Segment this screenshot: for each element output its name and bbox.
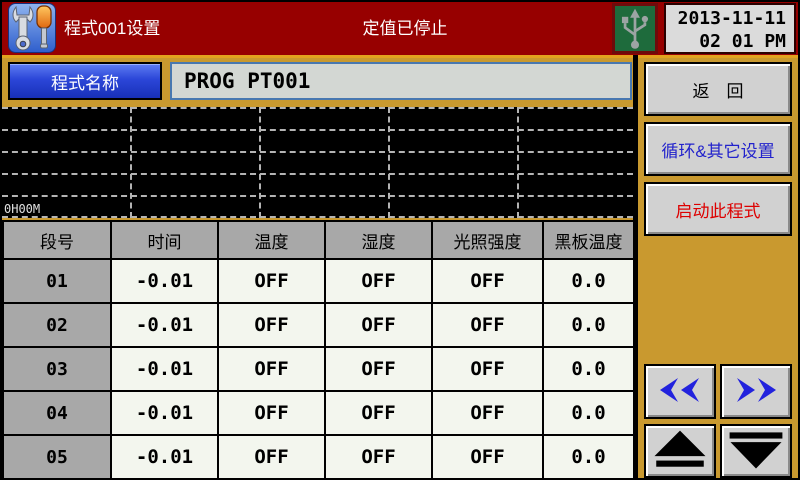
grid-vline	[130, 107, 132, 218]
triangle-down-icon	[724, 428, 788, 475]
grid-hline	[2, 173, 633, 175]
sidebar: 返 回 循环&其它设置 启动此程式	[638, 55, 798, 478]
scroll-up-button[interactable]	[644, 424, 716, 478]
temperature-cell[interactable]: OFF	[217, 258, 326, 304]
column-header-time: 时间	[110, 220, 219, 260]
cycle-settings-button[interactable]: 循环&其它设置	[644, 122, 792, 176]
step-number-cell: 02	[2, 302, 112, 348]
prev-page-button[interactable]	[644, 364, 716, 419]
time-cell[interactable]: -0.01	[110, 258, 219, 304]
time-cell[interactable]: -0.01	[110, 390, 219, 436]
grid-vline	[388, 107, 390, 218]
column-header-light-intensity: 光照强度	[431, 220, 544, 260]
status-text: 定值已停止	[362, 19, 448, 38]
table-row: 05 -0.01 OFF OFF OFF 0.0	[2, 434, 635, 478]
time-text: 02 01 PM	[699, 31, 786, 52]
humidity-cell[interactable]: OFF	[324, 390, 433, 436]
temperature-cell[interactable]: OFF	[217, 434, 326, 478]
double-chevron-left-icon	[657, 376, 703, 407]
grid-vline	[517, 107, 519, 218]
grid-hline	[2, 216, 633, 218]
back-button[interactable]: 返 回	[644, 62, 792, 116]
table-row: 04 -0.01 OFF OFF OFF 0.0	[2, 390, 635, 436]
step-number-cell: 05	[2, 434, 112, 478]
blackboard-temp-cell[interactable]: 0.0	[542, 434, 635, 478]
grid-vline	[259, 107, 261, 218]
table-row: 01 -0.01 OFF OFF OFF 0.0	[2, 258, 635, 304]
light-intensity-cell[interactable]: OFF	[431, 258, 544, 304]
grid-hline	[2, 129, 633, 131]
profile-chart: 0H00M	[2, 107, 633, 218]
table-row: 03 -0.01 OFF OFF OFF 0.0	[2, 346, 635, 392]
program-name-button[interactable]: 程式名称	[8, 62, 162, 100]
table-row: 02 -0.01 OFF OFF OFF 0.0	[2, 302, 635, 348]
triangle-up-icon	[648, 428, 712, 475]
top-bar: 程式001设置 定值已停止 2013-11-11 02 01 PM	[2, 2, 798, 55]
time-cell[interactable]: -0.01	[110, 434, 219, 478]
grid-hline	[2, 195, 633, 197]
column-header-step-no: 段号	[2, 220, 112, 260]
column-header-temperature: 温度	[217, 220, 326, 260]
topbar-accent-strip	[2, 55, 798, 58]
time-cell[interactable]: -0.01	[110, 302, 219, 348]
light-intensity-cell[interactable]: OFF	[431, 346, 544, 392]
grid-hline	[2, 151, 633, 153]
time-cell[interactable]: -0.01	[110, 346, 219, 392]
humidity-cell[interactable]: OFF	[324, 258, 433, 304]
double-chevron-right-icon	[733, 376, 779, 407]
light-intensity-cell[interactable]: OFF	[431, 434, 544, 478]
table-header-row: 段号 时间 温度 湿度 光照强度 黑板温度	[2, 220, 635, 260]
blackboard-temp-cell[interactable]: 0.0	[542, 390, 635, 436]
temperature-cell[interactable]: OFF	[217, 302, 326, 348]
datetime-display: 2013-11-11 02 01 PM	[664, 3, 796, 54]
light-intensity-cell[interactable]: OFF	[431, 302, 544, 348]
step-number-cell: 04	[2, 390, 112, 436]
step-number-cell: 01	[2, 258, 112, 304]
tools-icon	[8, 3, 56, 53]
humidity-cell[interactable]: OFF	[324, 302, 433, 348]
humidity-cell[interactable]: OFF	[324, 434, 433, 478]
sidebar-divider	[633, 55, 638, 478]
column-header-humidity: 湿度	[324, 220, 433, 260]
blackboard-temp-cell[interactable]: 0.0	[542, 346, 635, 392]
humidity-cell[interactable]: OFF	[324, 346, 433, 392]
blackboard-temp-cell[interactable]: 0.0	[542, 302, 635, 348]
page-title: 程式001设置	[64, 19, 161, 38]
date-text: 2013-11-11	[677, 8, 786, 29]
start-program-button[interactable]: 启动此程式	[644, 182, 792, 236]
next-page-button[interactable]	[720, 364, 792, 419]
grid-hline	[2, 107, 633, 109]
step-number-cell: 03	[2, 346, 112, 392]
scroll-down-button[interactable]	[720, 424, 792, 478]
chart-time-label: 0H00M	[4, 202, 41, 216]
blackboard-temp-cell[interactable]: 0.0	[542, 258, 635, 304]
temperature-cell[interactable]: OFF	[217, 390, 326, 436]
program-name-field[interactable]: PROG PT001	[170, 62, 632, 100]
temperature-cell[interactable]: OFF	[217, 346, 326, 392]
steps-table: 段号 时间 温度 湿度 光照强度 黑板温度 01 -0.01 OFF OFF O…	[2, 220, 635, 478]
usb-icon	[612, 3, 658, 54]
column-header-blackboard-temp: 黑板温度	[542, 220, 635, 260]
light-intensity-cell[interactable]: OFF	[431, 390, 544, 436]
